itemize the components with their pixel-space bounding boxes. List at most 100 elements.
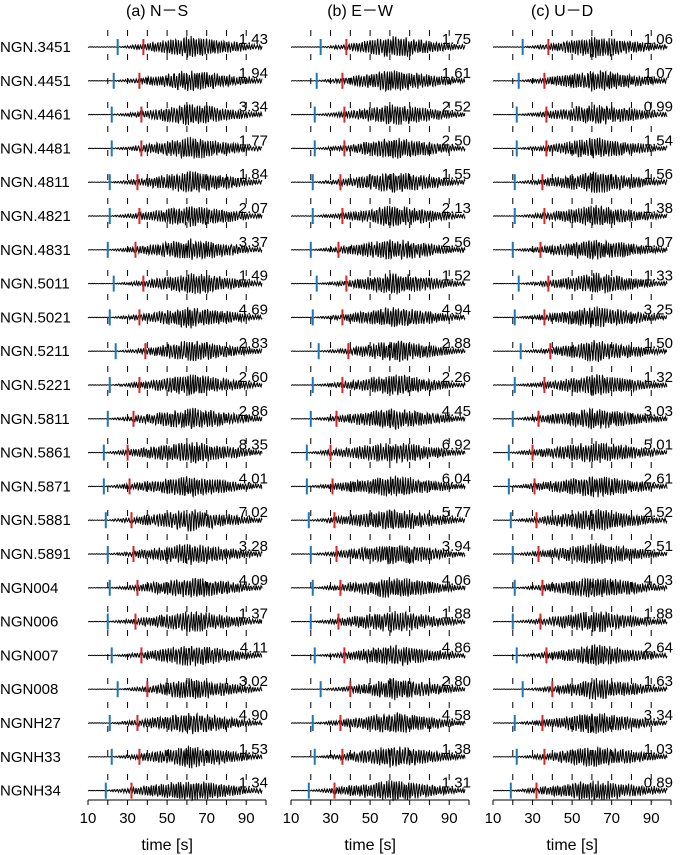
max-amplitude-label: 6.04 <box>442 470 471 487</box>
max-amplitude-label: 4.94 <box>442 301 471 318</box>
max-amplitude-label: 5.01 <box>644 437 673 454</box>
max-amplitude-label: 1.88 <box>644 606 673 623</box>
waveform-trace <box>87 340 263 362</box>
max-amplitude-label: 1.75 <box>442 31 471 48</box>
waveform-trace <box>290 712 466 733</box>
waveform-trace <box>493 204 668 226</box>
waveform-trace <box>492 339 668 363</box>
max-amplitude-label: 1.33 <box>644 268 673 285</box>
x-tick-label: 10 <box>80 810 97 827</box>
x-axis-label: time [s] <box>344 837 396 854</box>
station-label: NGN.5871 <box>0 478 71 495</box>
max-amplitude-label: 2.88 <box>442 335 471 352</box>
max-amplitude-label: 3.02 <box>239 673 268 690</box>
x-tick-label: 70 <box>198 810 215 827</box>
waveform-trace <box>87 678 263 699</box>
waveform-trace <box>492 610 668 633</box>
waveform-trace <box>88 273 263 295</box>
waveform-trace <box>88 206 263 227</box>
waveform-trace <box>87 745 263 769</box>
waveform-trace <box>290 172 466 193</box>
max-amplitude-label: 3.28 <box>239 538 268 555</box>
waveform-trace <box>88 238 263 261</box>
waveform-trace <box>493 746 668 767</box>
waveform-trace <box>88 509 263 532</box>
max-amplitude-label: 4.58 <box>442 707 471 724</box>
max-amplitude-label: 4.11 <box>240 639 268 656</box>
max-amplitude-label: 1.94 <box>239 65 268 82</box>
station-label: NGN.4451 <box>0 73 71 90</box>
station-label: NGNH34 <box>0 783 61 800</box>
station-label: NGN.5811 <box>0 411 70 428</box>
max-amplitude-label: 1.84 <box>239 166 268 183</box>
station-label: NGN.4831 <box>0 242 71 259</box>
x-axis-label: time [s] <box>141 837 193 854</box>
max-amplitude-label: 1.61 <box>442 65 471 82</box>
waveform-trace <box>290 307 466 328</box>
panel-title: (c) U－D <box>531 3 593 20</box>
max-amplitude-label: 1.53 <box>239 741 268 758</box>
max-amplitude-label: 1.07 <box>644 234 673 251</box>
max-amplitude-label: 3.03 <box>644 403 673 420</box>
waveform-trace <box>88 70 263 92</box>
max-amplitude-label: 1.03 <box>644 741 673 758</box>
max-amplitude-label: 3.34 <box>239 99 268 116</box>
max-amplitude-label: 1.38 <box>442 741 471 758</box>
max-amplitude-label: 0.89 <box>644 775 673 792</box>
max-amplitude-label: 1.34 <box>239 775 268 792</box>
max-amplitude-label: 1.50 <box>644 335 673 352</box>
max-amplitude-label: 3.94 <box>442 538 471 555</box>
waveform-trace <box>87 307 263 329</box>
x-tick-label: 90 <box>238 810 255 827</box>
station-label: NGN006 <box>0 614 58 631</box>
max-amplitude-label: 1.55 <box>442 166 471 183</box>
x-tick-label: 70 <box>401 810 418 827</box>
max-amplitude-label: 4.06 <box>442 572 471 589</box>
max-amplitude-label: 2.50 <box>442 132 471 149</box>
waveform-trace <box>290 70 466 93</box>
max-amplitude-label: 1.32 <box>644 369 673 386</box>
waveform-trace <box>290 137 466 159</box>
waveform-trace <box>492 476 668 498</box>
waveform-trace <box>493 137 668 159</box>
station-label: NGN.5021 <box>0 309 71 326</box>
waveform-trace <box>290 273 466 295</box>
waveform-trace <box>492 171 668 193</box>
max-amplitude-label: 1.31 <box>442 775 471 792</box>
waveform-trace <box>493 677 668 701</box>
station-label: NGN.5881 <box>0 512 71 529</box>
max-amplitude-label: 1.37 <box>239 606 268 623</box>
x-tick-label: 70 <box>603 810 620 827</box>
max-amplitude-label: 4.90 <box>239 707 268 724</box>
max-amplitude-label: 2.56 <box>442 234 471 251</box>
x-axis-label: time [s] <box>546 837 598 854</box>
max-amplitude-label: 2.07 <box>239 200 268 217</box>
max-amplitude-label: 2.80 <box>442 673 471 690</box>
waveform-trace <box>290 408 466 430</box>
station-label: NGN.4461 <box>0 107 71 124</box>
station-label: NGNH33 <box>0 749 61 766</box>
max-amplitude-label: 2.51 <box>644 538 673 555</box>
station-label: NGN.4481 <box>0 140 71 157</box>
max-amplitude-label: 1.38 <box>644 200 673 217</box>
waveform-trace <box>291 475 466 497</box>
x-tick-label: 50 <box>362 810 379 827</box>
max-amplitude-label: 6.92 <box>442 437 471 454</box>
waveform-trace <box>493 441 668 464</box>
max-amplitude-label: 1.54 <box>644 132 673 149</box>
max-amplitude-label: 2.52 <box>442 99 471 116</box>
max-amplitude-label: 4.86 <box>442 639 471 656</box>
max-amplitude-label: 2.83 <box>239 335 268 352</box>
station-label: NGN007 <box>0 647 58 664</box>
waveform-trace <box>493 780 668 801</box>
waveform-trace <box>290 509 466 530</box>
max-amplitude-label: 3.25 <box>644 301 673 318</box>
waveform-trace <box>493 104 668 125</box>
max-amplitude-label: 1.52 <box>442 268 471 285</box>
waveform-trace <box>492 306 668 328</box>
panel-title: (a) N－S <box>126 3 188 20</box>
station-label: NGN.4811 <box>0 174 70 191</box>
waveform-trace <box>87 35 263 58</box>
waveform-trace <box>88 407 263 429</box>
